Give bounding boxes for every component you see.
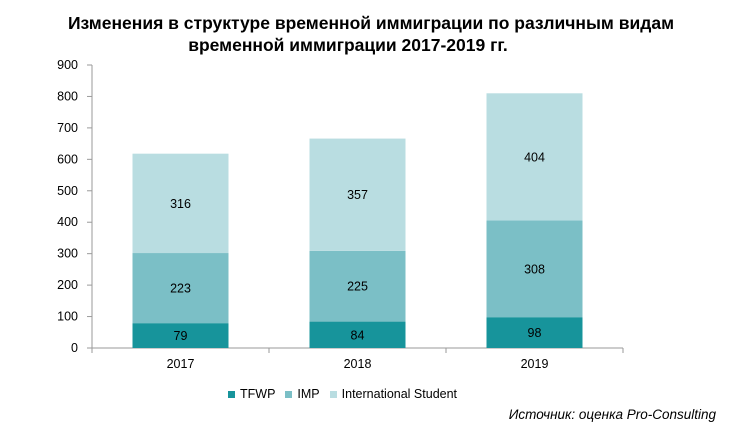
bar-international-student-2018	[309, 138, 406, 251]
data-label: 404	[524, 150, 545, 164]
x-tick-label: 2019	[521, 357, 549, 371]
y-tick-label: 0	[71, 341, 78, 355]
bar-tfwp-2019	[486, 317, 583, 348]
bar-international-student-2019	[486, 93, 583, 221]
data-label: 316	[170, 197, 191, 211]
y-tick-label: 200	[57, 278, 78, 292]
chart-legend: TFWP IMP International Student	[228, 387, 467, 401]
y-tick-label: 100	[57, 310, 78, 324]
bar-tfwp-2018	[309, 321, 406, 348]
legend-swatch-imp	[285, 390, 293, 398]
y-tick-label: 800	[57, 89, 78, 103]
chart-title-line-2: временной иммиграции 2017-2019 гг.	[188, 35, 508, 55]
data-label: 98	[528, 326, 542, 340]
data-label: 225	[347, 280, 368, 294]
y-tick-label: 900	[57, 58, 78, 72]
data-label: 84	[351, 328, 365, 342]
legend-label-tfwp: TFWP	[240, 387, 276, 401]
source-note: Источник: оценка Pro-Consulting	[508, 407, 716, 422]
legend-item-tfwp: TFWP	[228, 387, 275, 401]
y-tick-label: 500	[57, 184, 78, 198]
chart-title: Изменения в структуре временной иммиграц…	[0, 12, 742, 56]
legend-label-imp: IMP	[297, 387, 320, 401]
y-tick-label: 700	[57, 121, 78, 135]
legend-swatch-tfwp	[228, 390, 235, 398]
bar-imp-2018	[309, 250, 406, 322]
legend-item-international-student: International Student	[329, 387, 458, 401]
bar-imp-2019	[486, 220, 583, 318]
bar-tfwp-2017	[132, 323, 229, 348]
x-tick-label: 2017	[167, 357, 195, 371]
y-tick-label: 400	[57, 215, 78, 229]
data-label: 223	[170, 282, 191, 296]
bar-imp-2017	[132, 253, 229, 324]
data-label: 308	[524, 262, 545, 276]
data-label: 357	[347, 188, 368, 202]
y-tick-label: 600	[57, 152, 78, 166]
x-tick-label: 2018	[344, 357, 372, 371]
legend-item-imp: IMP	[285, 387, 320, 401]
legend-swatch-international-student	[329, 390, 337, 398]
y-tick-label: 300	[57, 247, 78, 261]
legend-label-international-student: International Student	[341, 387, 458, 401]
bar-international-student-2017	[132, 153, 229, 254]
chart-title-line-1: Изменения в структуре временной иммиграц…	[67, 13, 675, 33]
data-label: 79	[174, 329, 188, 343]
